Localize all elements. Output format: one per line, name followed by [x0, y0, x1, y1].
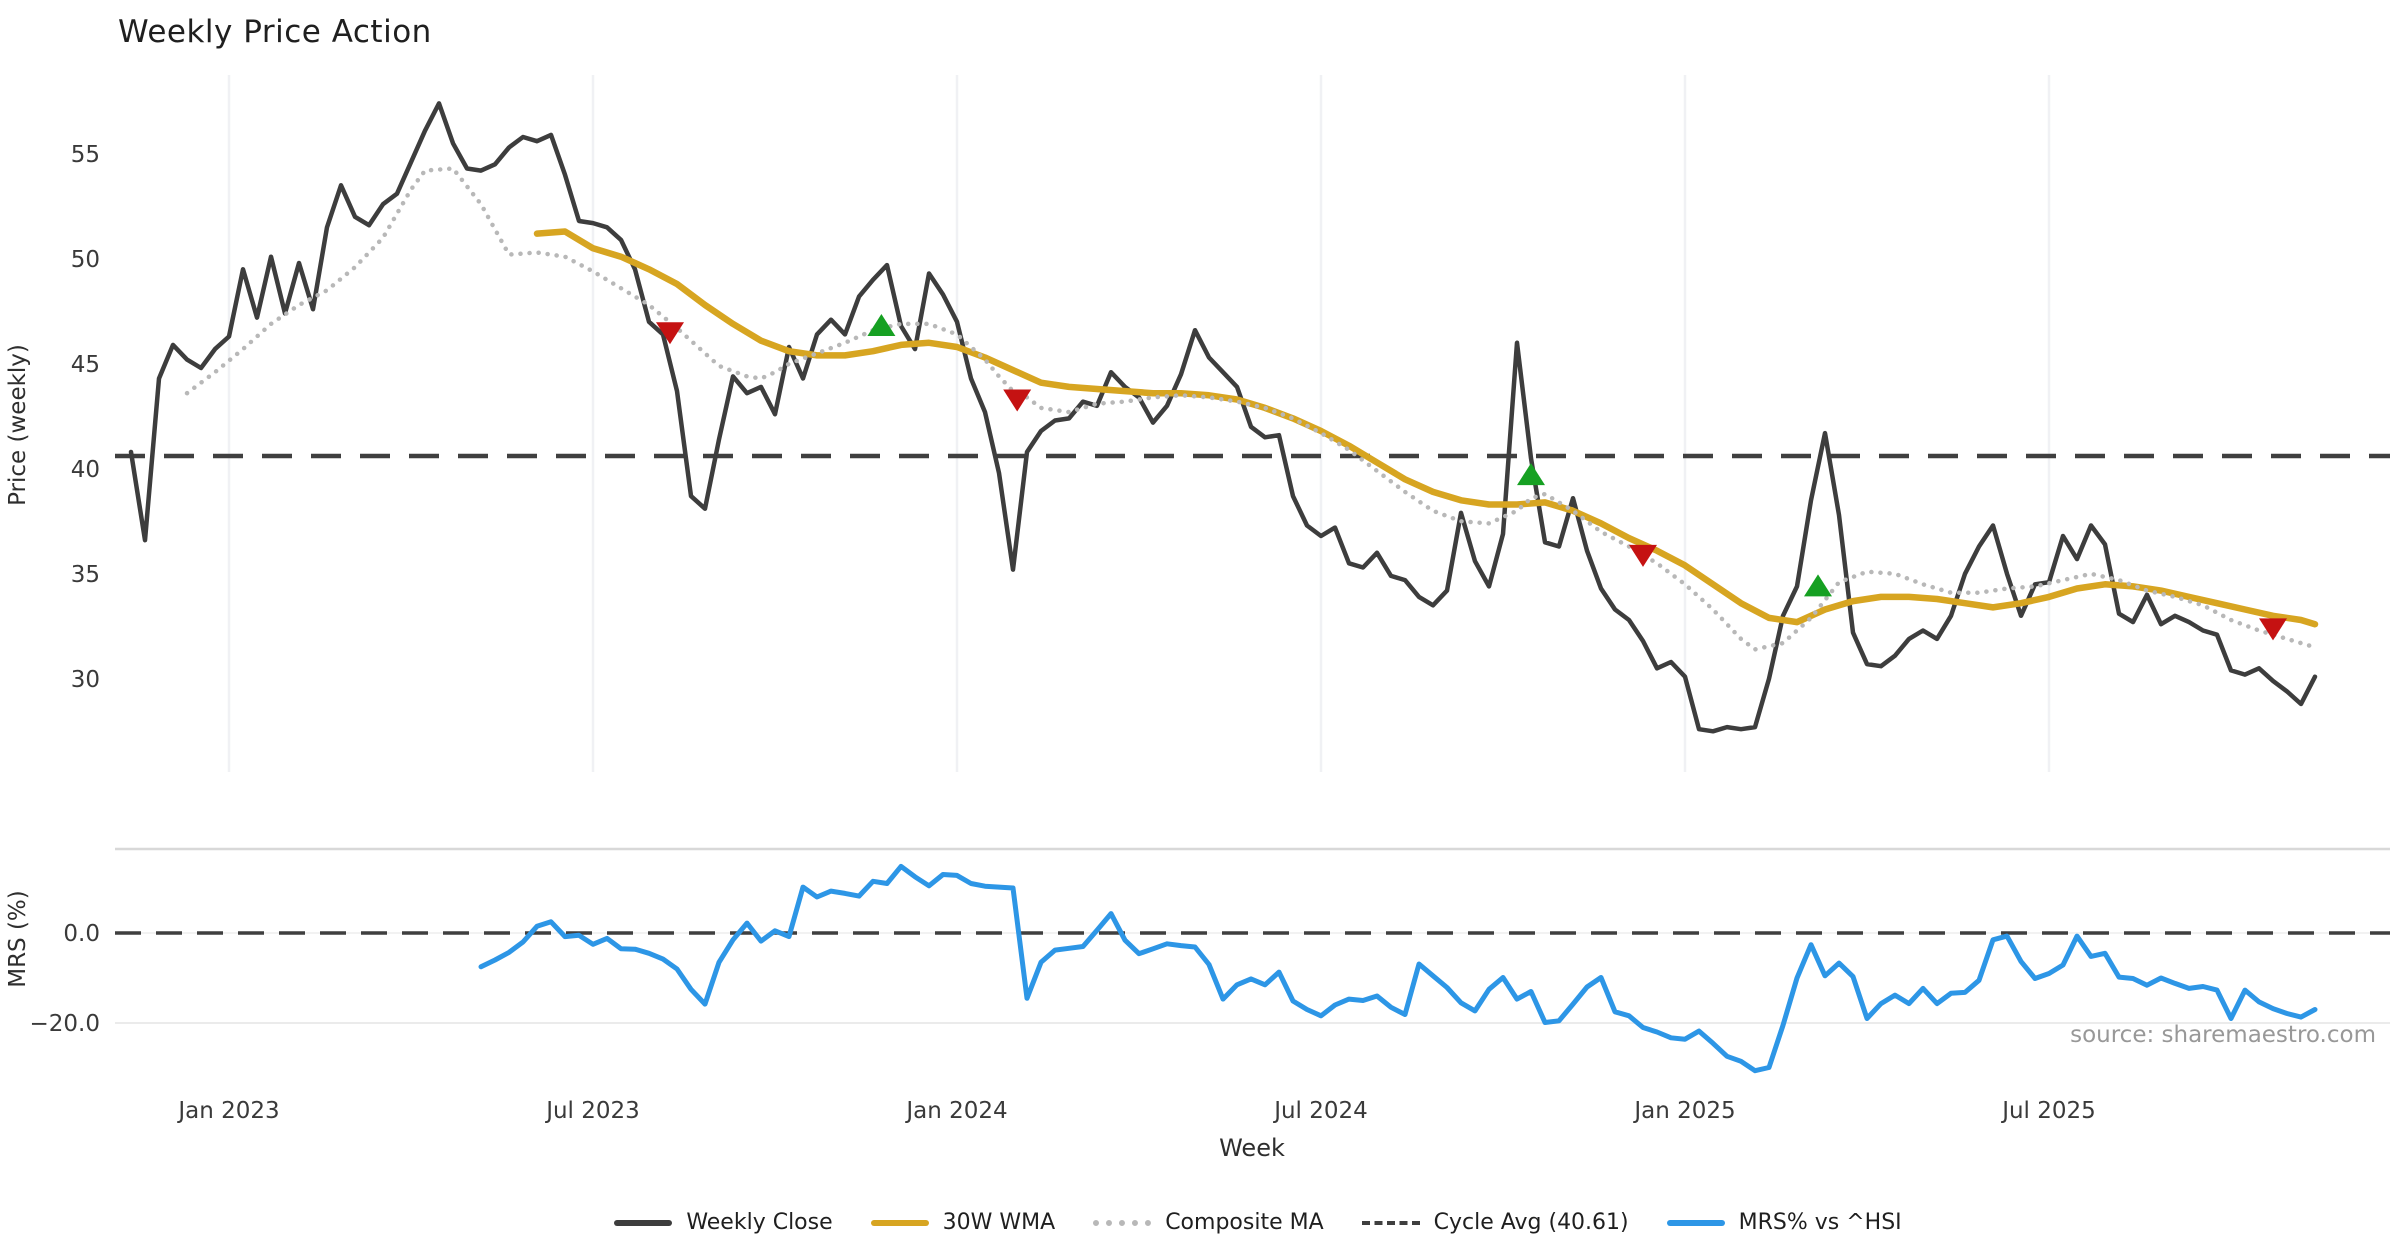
sell-signal-marker-3 — [1629, 544, 1657, 567]
price-ytick-40: 40 — [71, 457, 100, 483]
sell-signal-marker-2 — [1003, 389, 1032, 412]
composite-ma-dotted-swatch-icon — [1093, 1219, 1152, 1226]
legend-item-mrs: MRS% vs ^HSI — [1666, 1210, 1902, 1235]
xtick-jan-2023: Jan 2023 — [176, 1098, 279, 1124]
chart-title: Weekly Price Action — [118, 14, 432, 50]
cycle-avg-dashed-swatch-icon — [1361, 1220, 1420, 1225]
buy-signal-marker-3 — [1804, 574, 1832, 597]
mrs-line — [478, 863, 2318, 1074]
buy-signal-marker-2 — [1517, 463, 1545, 486]
week-axis-label: Week — [1219, 1134, 1285, 1162]
legend-label: Composite MA — [1165, 1210, 1324, 1235]
price-ytick-45: 45 — [71, 352, 100, 378]
mrs-axis-label: MRS (%) — [5, 890, 31, 988]
composite-ma-line — [184, 166, 2318, 652]
xtick-jul-2024: Jul 2024 — [1272, 1098, 1368, 1124]
mrs-ytick--20: −20.0 — [30, 1011, 100, 1037]
price-ytick-50: 50 — [71, 247, 100, 273]
xtick-jan-2025: Jan 2025 — [1632, 1098, 1735, 1124]
source-attribution: source: sharemaestro.com — [2070, 1022, 2376, 1048]
legend-label: Weekly Close — [686, 1210, 833, 1235]
chart-legend: Weekly Close 30W WMA Composite MA Cycle … — [58, 1210, 2400, 1235]
price-ytick-55: 55 — [71, 142, 100, 168]
legend-label: MRS% vs ^HSI — [1738, 1210, 1902, 1235]
wma-line-swatch-icon — [870, 1219, 929, 1226]
price-axis-label: Price (weekly) — [5, 344, 31, 506]
30w-wma-line — [533, 228, 2319, 628]
xtick-jan-2024: Jan 2024 — [904, 1098, 1007, 1124]
price-ytick-35: 35 — [71, 562, 100, 588]
legend-label: 30W WMA — [942, 1210, 1056, 1235]
mrs-line-swatch-icon — [1666, 1219, 1725, 1226]
mrs-ytick-0: 0.0 — [63, 921, 100, 947]
sell-signal-marker-4 — [2259, 618, 2287, 641]
xtick-jul-2023: Jul 2023 — [544, 1098, 640, 1124]
legend-item-cycle-avg: Cycle Avg (40.61) — [1361, 1210, 1629, 1235]
legend-item-30w-wma: 30W WMA — [870, 1210, 1056, 1235]
weekly-close-line — [128, 101, 2318, 734]
legend-label: Cycle Avg (40.61) — [1433, 1210, 1629, 1235]
sell-signal-marker-1 — [656, 322, 684, 345]
price-ytick-30: 30 — [71, 667, 100, 693]
buy-signal-marker-1 — [867, 314, 896, 337]
weekly-close-line-swatch-icon — [614, 1219, 673, 1226]
xtick-jul-2025: Jul 2025 — [2000, 1098, 2096, 1124]
legend-item-composite-ma: Composite MA — [1093, 1210, 1324, 1235]
legend-item-weekly-close: Weekly Close — [614, 1210, 833, 1235]
